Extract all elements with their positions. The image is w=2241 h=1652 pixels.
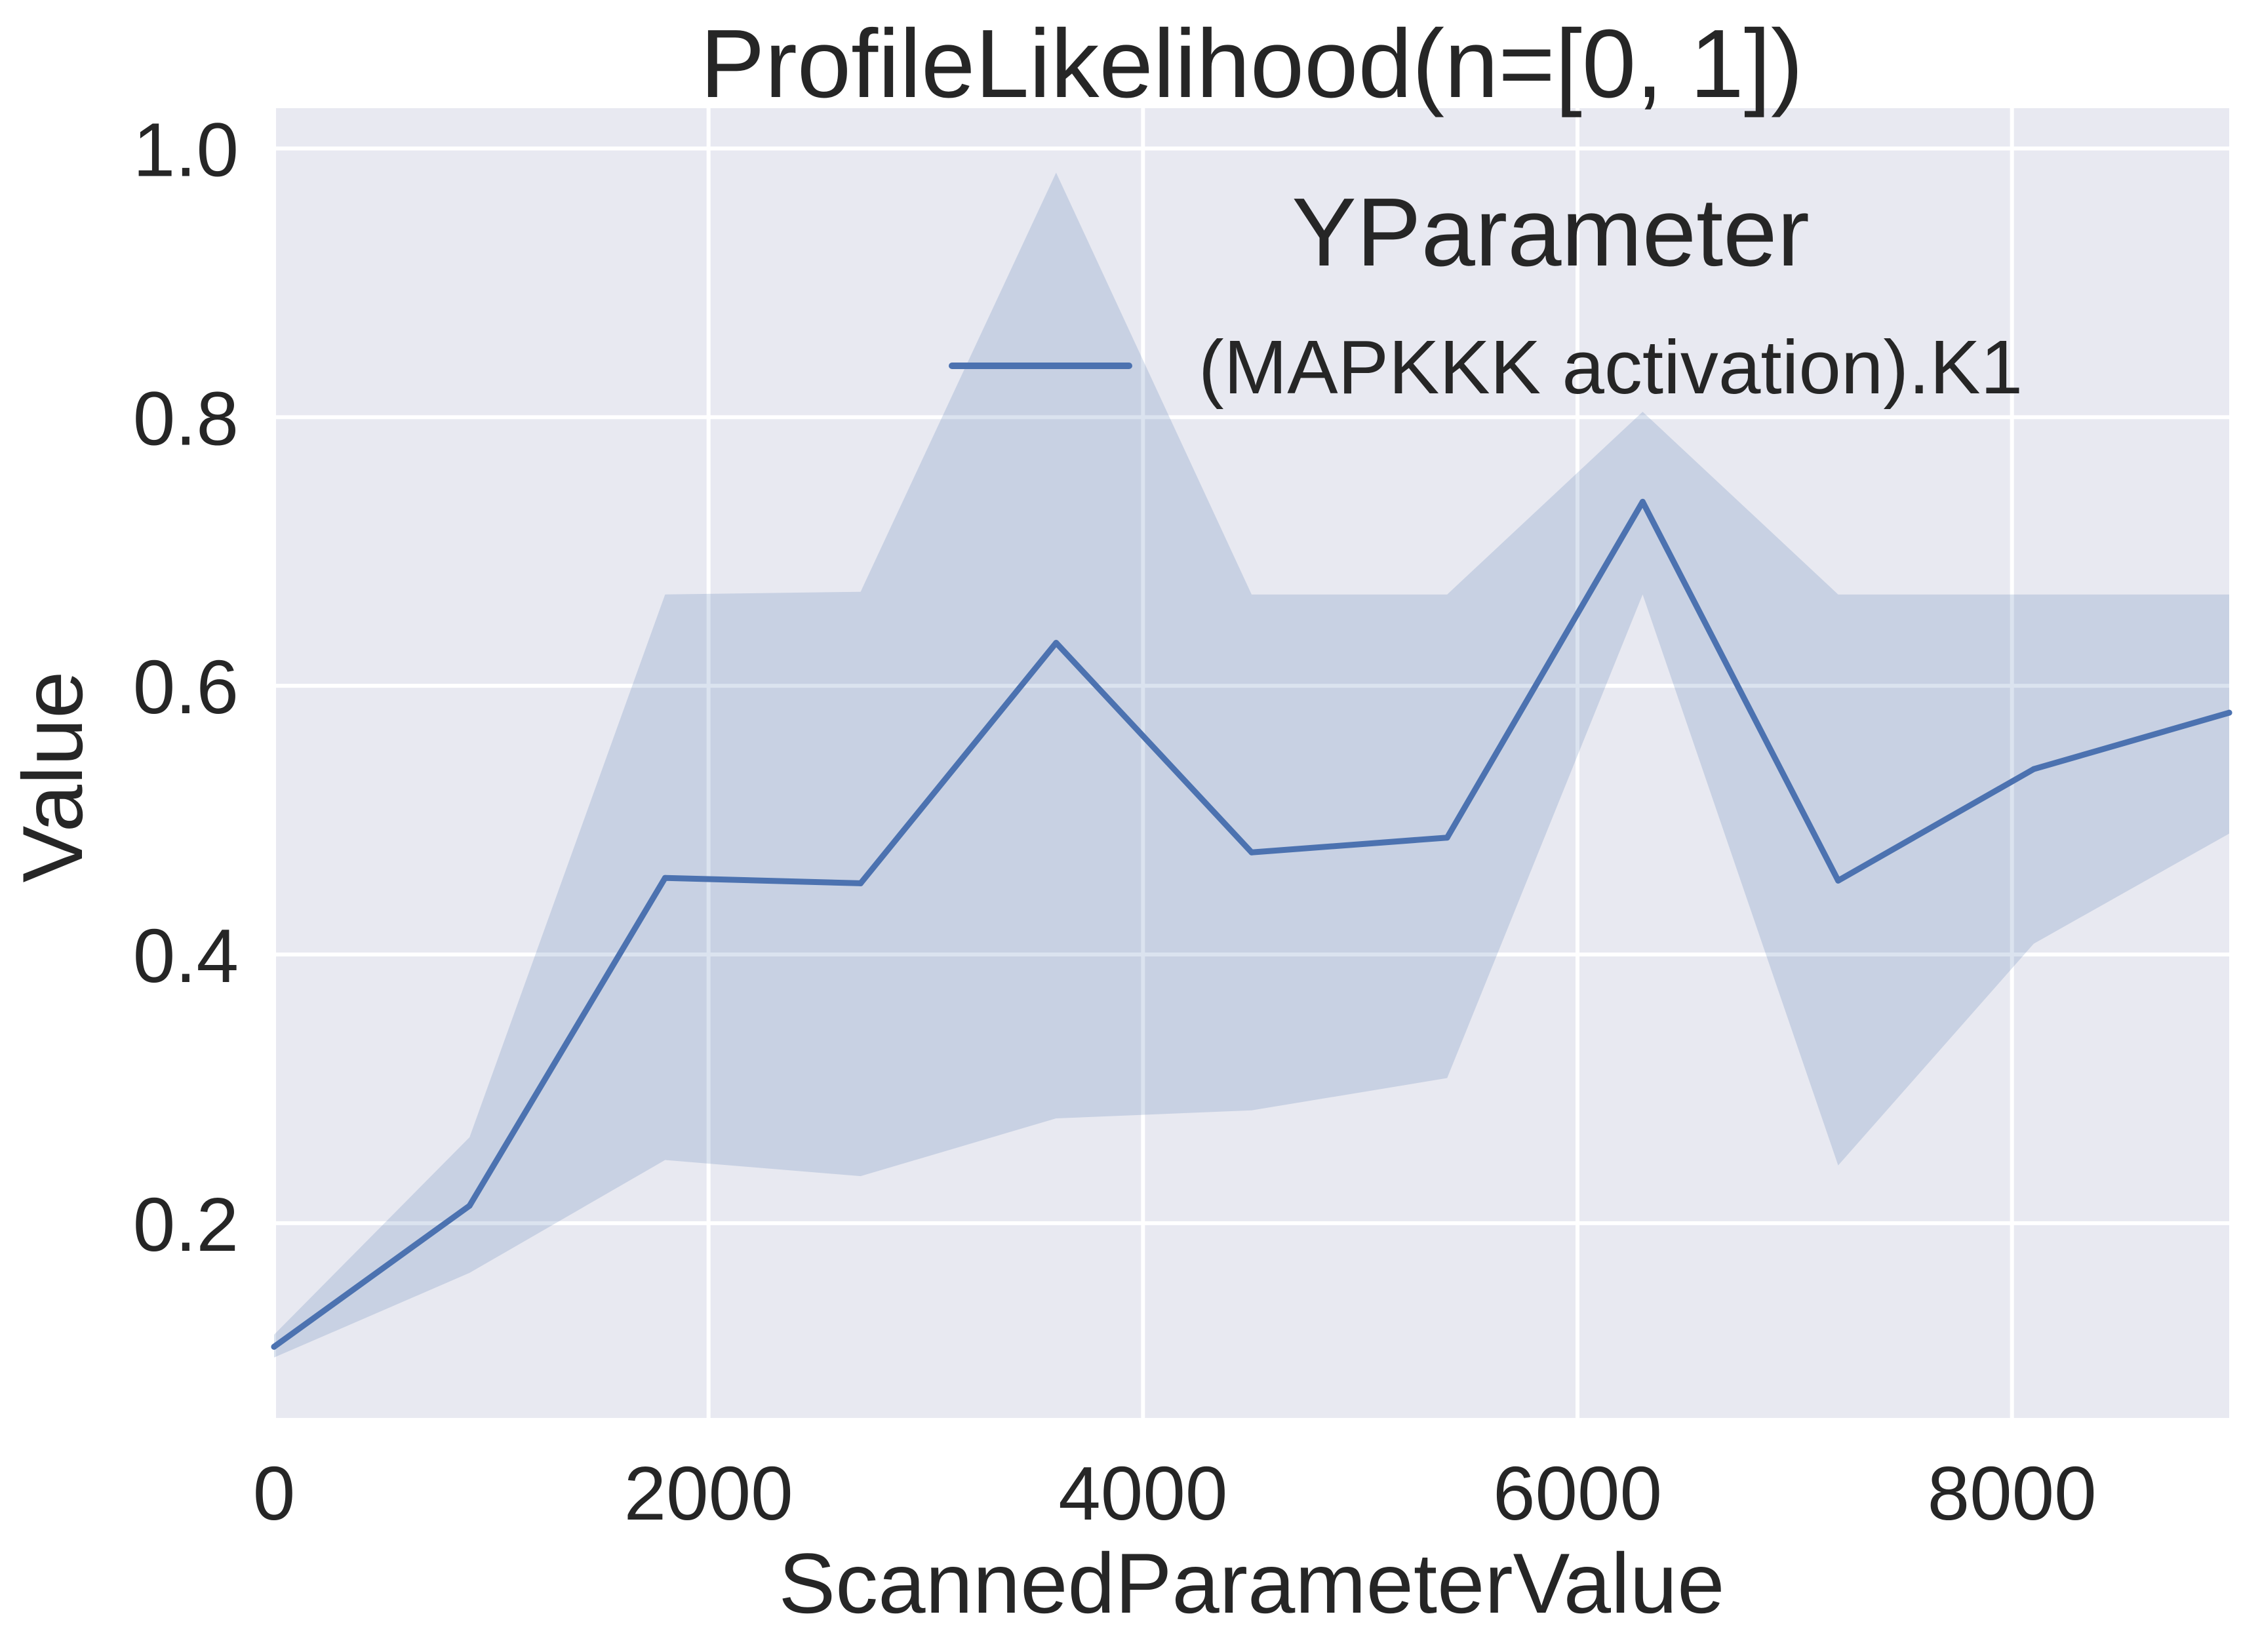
- confidence-band-layer: [274, 172, 2229, 1358]
- data-point: [1835, 877, 1842, 884]
- y-tick-label: 1.0: [133, 107, 239, 192]
- chart-title: ProfileLikelihood(n=[0, 1]): [700, 10, 1803, 118]
- data-point: [2031, 766, 2037, 772]
- x-tick-label: 2000: [624, 1451, 793, 1536]
- data-point: [271, 1343, 277, 1350]
- x-tick-labels: 0 2000 4000 6000 8000: [253, 1451, 2097, 1536]
- data-point: [858, 880, 864, 886]
- y-tick-label: 0.4: [133, 913, 239, 998]
- x-tick-label: 4000: [1058, 1451, 1227, 1536]
- x-tick-label: 0: [253, 1451, 296, 1536]
- data-point: [662, 875, 668, 881]
- legend-entry-label: (MAPKKK activation).K1: [1199, 324, 2023, 410]
- y-tick-labels: 0.2 0.4 0.6 0.8 1.0: [133, 107, 239, 1267]
- data-point: [466, 1202, 473, 1209]
- y-axis-label: Value: [5, 671, 100, 883]
- legend-title: YParameter: [1292, 178, 1810, 286]
- plot-background: [274, 108, 2229, 1418]
- data-point: [1639, 498, 1646, 505]
- data-point: [2226, 709, 2232, 716]
- data-point: [1053, 640, 1060, 646]
- x-tick-label: 8000: [1928, 1451, 2097, 1536]
- y-tick-label: 0.8: [133, 376, 239, 461]
- series-points-layer: [271, 498, 2232, 1350]
- data-point: [1248, 849, 1255, 856]
- y-tick-label: 0.2: [133, 1182, 239, 1267]
- data-point: [1444, 835, 1450, 841]
- grid-lines: [272, 108, 2229, 1418]
- x-tick-label: 6000: [1493, 1451, 1662, 1536]
- legend: YParameter (MAPKKK activation).K1: [949, 178, 2023, 410]
- x-axis-label: ScannedParameterValue: [779, 1535, 1725, 1631]
- y-tick-label: 0.6: [133, 644, 239, 730]
- confidence-band: [274, 172, 2229, 1358]
